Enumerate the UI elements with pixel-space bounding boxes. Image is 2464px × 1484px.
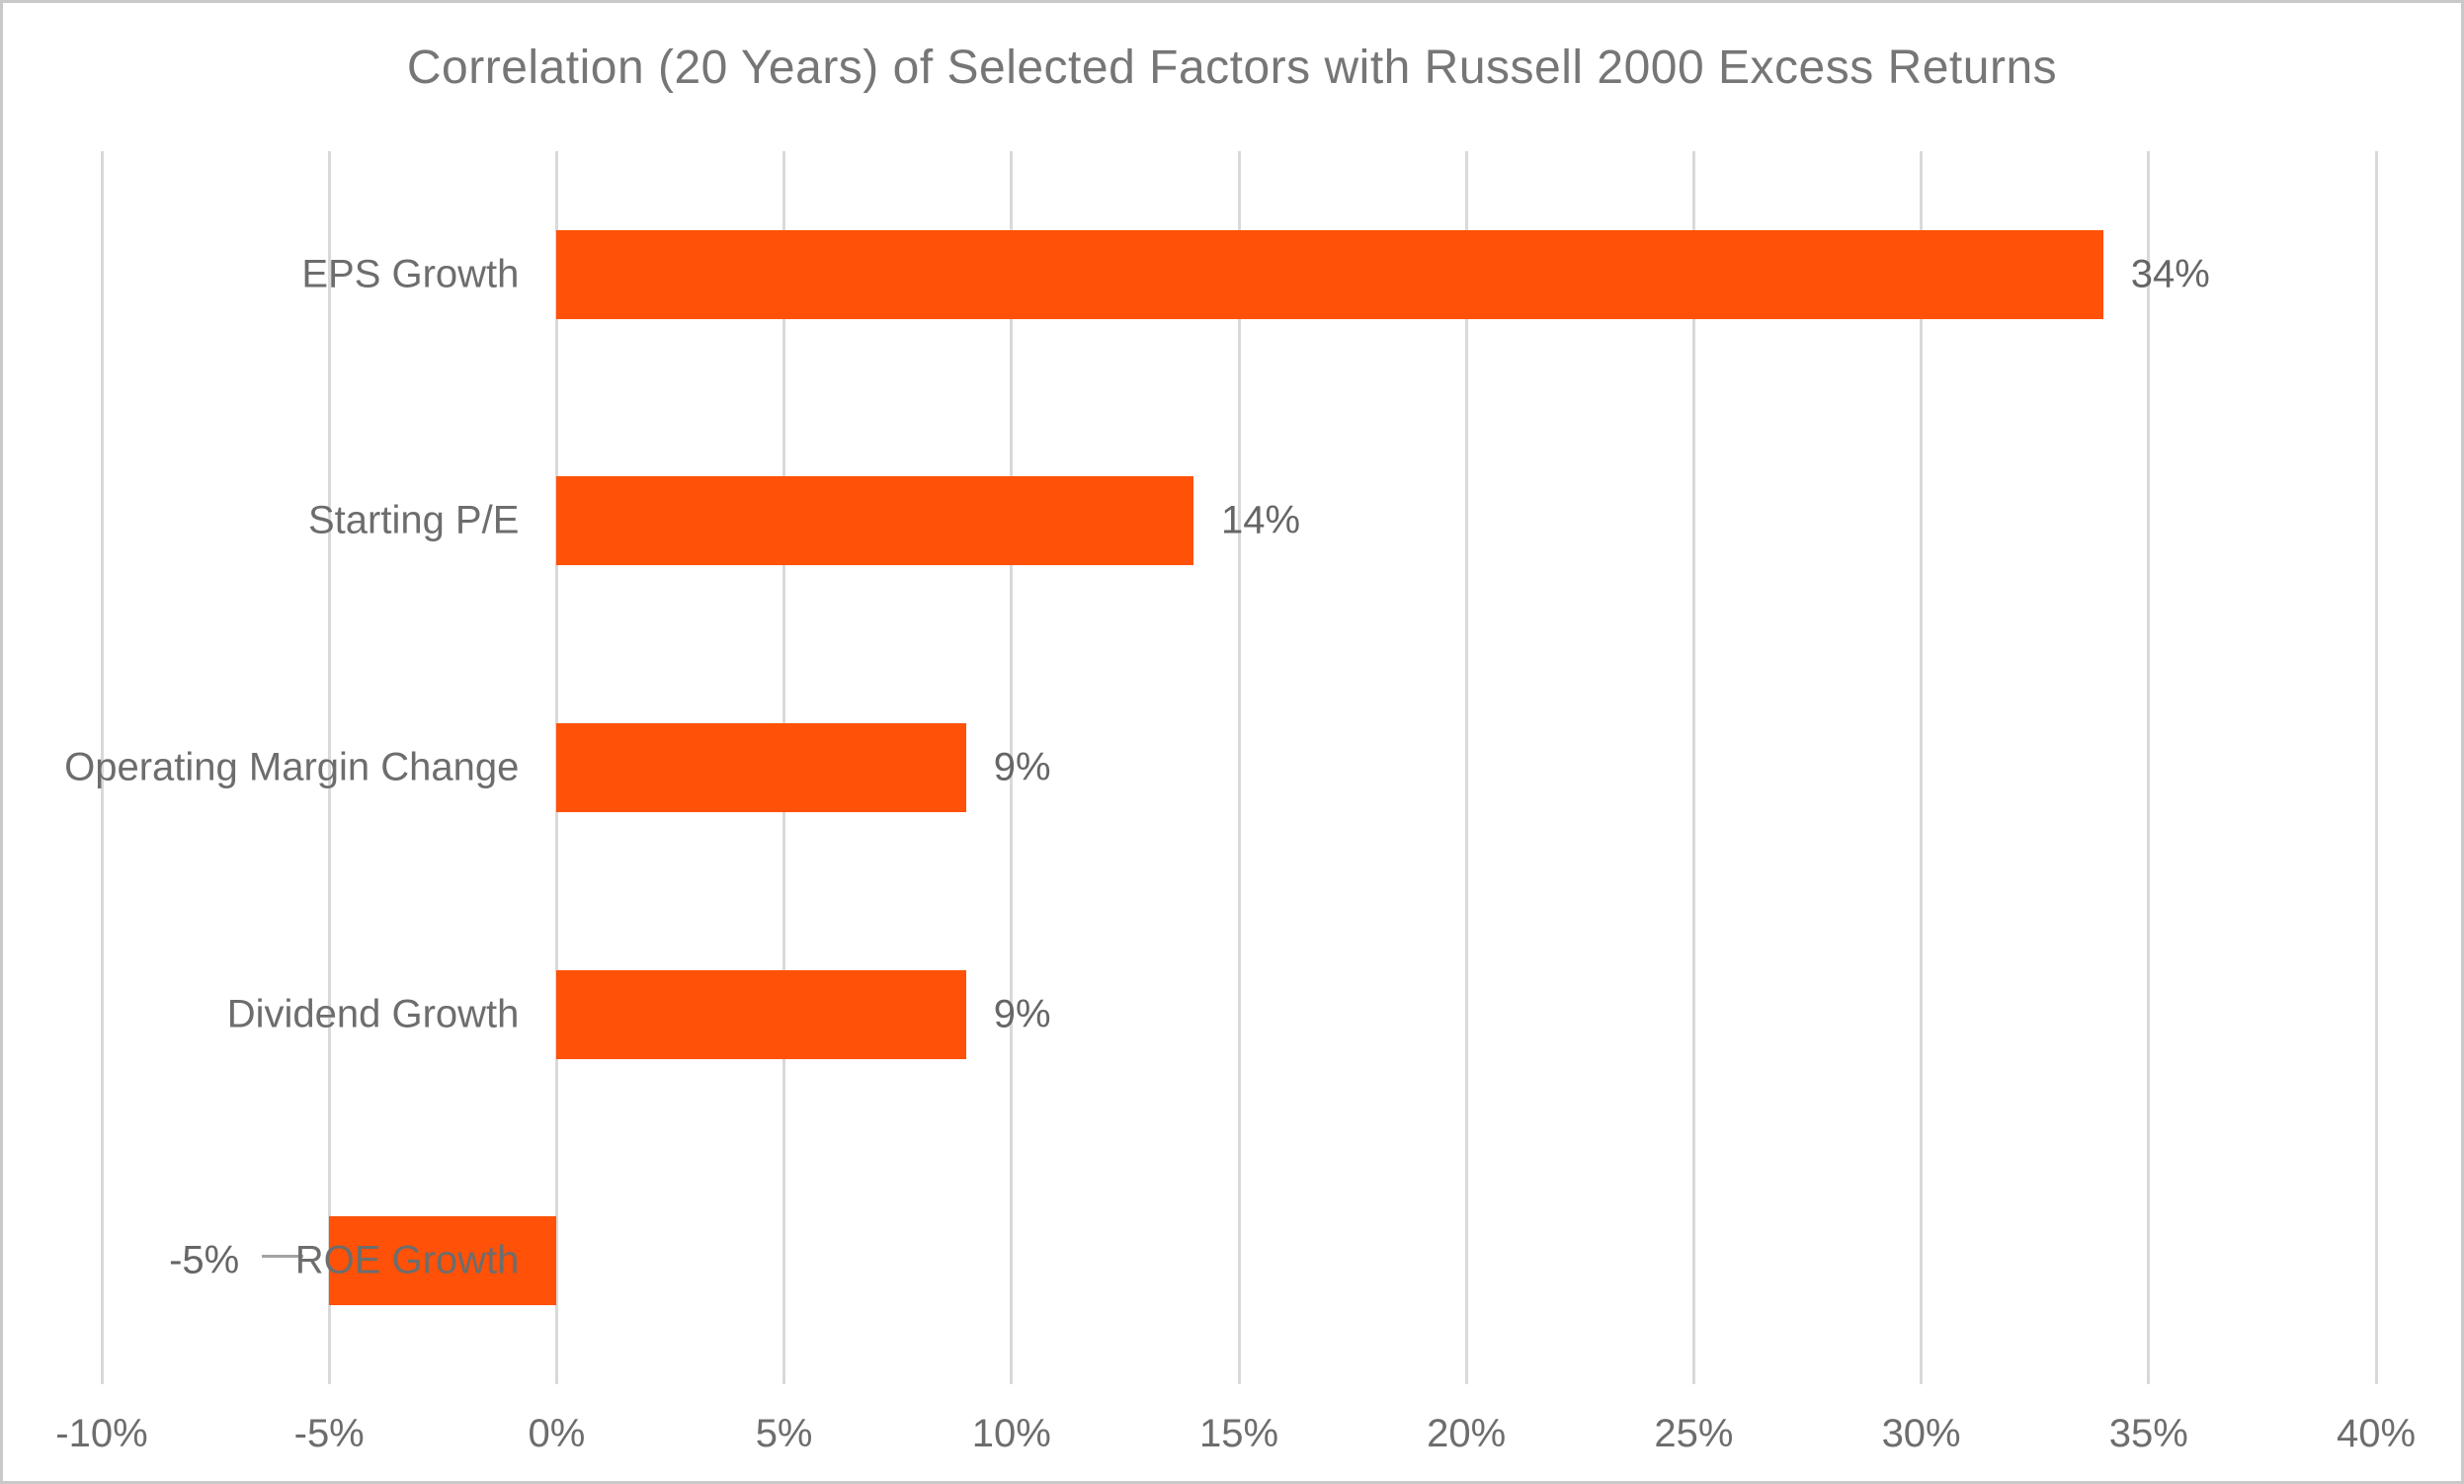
gridline	[1237, 151, 1241, 1384]
x-axis-tick-label: 5%	[755, 1412, 813, 1455]
category-label: Starting P/E	[307, 498, 520, 542]
x-axis-tick-label: -10%	[55, 1412, 148, 1455]
value-label: 9%	[993, 992, 1051, 1036]
category-label: Dividend Growth	[226, 992, 520, 1036]
x-axis-tick-label: 20%	[1427, 1412, 1507, 1455]
category-label: EPS Growth	[301, 252, 520, 296]
gridline	[1691, 151, 1695, 1384]
x-axis-tick-label: 25%	[1654, 1412, 1734, 1455]
x-axis-tick-label: -5%	[293, 1412, 365, 1455]
gridline	[1920, 151, 1924, 1384]
x-axis-tick-label: 35%	[2108, 1412, 2188, 1455]
bar-dividend-growth	[556, 969, 966, 1059]
x-axis-tick-label: 30%	[1881, 1412, 1961, 1455]
bar-starting-p-e	[556, 476, 1193, 566]
leader-line	[262, 1255, 304, 1259]
bar-roe-growth	[329, 1216, 557, 1306]
x-axis-tick-label: 10%	[971, 1412, 1051, 1455]
value-label: -5%	[169, 1238, 240, 1282]
x-axis-tick-label: 15%	[1198, 1412, 1279, 1455]
category-label: ROE Growth	[294, 1238, 520, 1282]
gridline	[327, 151, 331, 1384]
category-label: Operating Margin Change	[64, 745, 520, 789]
gridline	[2374, 151, 2378, 1384]
gridline	[100, 151, 104, 1384]
chart-title: Correlation (20 Years) of Selected Facto…	[406, 41, 2058, 94]
gridline	[2147, 151, 2151, 1384]
value-label: 9%	[993, 745, 1051, 789]
x-axis-tick-label: 0%	[528, 1412, 586, 1455]
gridline	[1010, 151, 1014, 1384]
x-axis-tick-label: 40%	[2336, 1412, 2417, 1455]
gridline	[1464, 151, 1468, 1384]
bar-operating-margin-change	[556, 723, 966, 812]
plot-area: -10% -5% 0% 5% 10% 15% 20% 25% 30% 35% 40% EPS Grow…	[3, 3, 2461, 1481]
bar-eps-growth	[556, 229, 2103, 319]
value-label: 14%	[1220, 498, 1301, 542]
value-label: 34%	[2130, 252, 2210, 296]
